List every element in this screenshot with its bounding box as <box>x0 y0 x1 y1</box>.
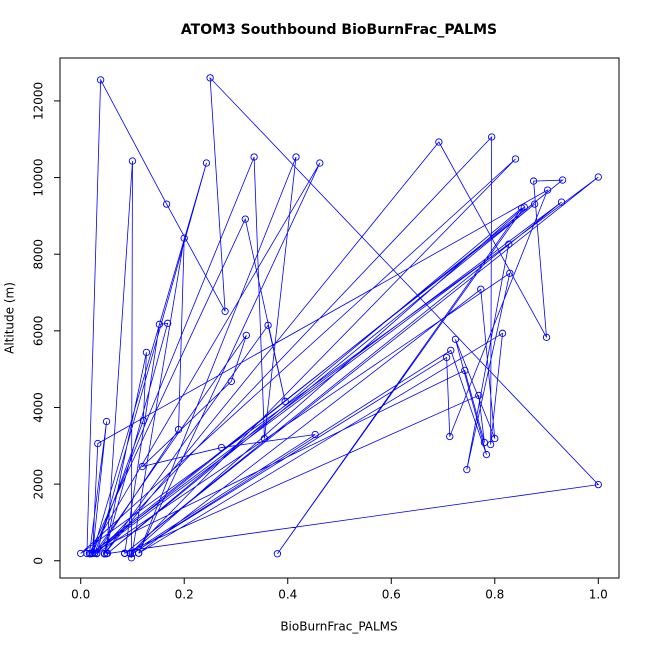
data-point <box>100 549 109 558</box>
data-point <box>461 366 469 375</box>
data-point <box>530 200 539 208</box>
x-tick-label: 0.6 <box>382 588 401 602</box>
y-tick-label: 12000 <box>32 82 46 120</box>
y-tick-label: 2000 <box>32 469 46 500</box>
data-point <box>447 346 455 355</box>
data-point <box>242 331 250 340</box>
data-point <box>94 439 102 448</box>
plot-frame <box>59 57 620 579</box>
data-point <box>217 443 226 452</box>
y-tick-label: 6000 <box>32 316 46 347</box>
data-point <box>138 462 146 471</box>
data-point <box>511 155 520 163</box>
data-point <box>435 138 443 146</box>
data-point <box>543 186 552 194</box>
x-tick-label: 0.0 <box>71 588 90 602</box>
data-point <box>463 465 471 474</box>
data-point <box>88 549 97 557</box>
data-point <box>594 480 602 489</box>
data-point <box>594 173 602 181</box>
data-point <box>475 391 483 400</box>
data-point <box>264 321 272 329</box>
data-point <box>292 153 300 161</box>
series-line <box>80 76 600 558</box>
data-point <box>227 377 235 386</box>
data-point <box>260 434 269 443</box>
data-point <box>446 432 454 441</box>
data-point <box>162 200 171 208</box>
data-point <box>491 434 499 443</box>
y-tick-label: 10000 <box>32 158 46 196</box>
x-axis-label: BioBurnFrac_PALMS <box>280 620 397 634</box>
data-point <box>142 348 151 357</box>
data-point <box>85 549 94 558</box>
data-point <box>451 335 460 343</box>
data-point <box>529 177 538 185</box>
data-point <box>498 329 507 337</box>
x-tick-label: 1.0 <box>589 588 608 602</box>
data-point <box>281 397 289 406</box>
data-point <box>557 198 566 206</box>
data-point <box>241 215 249 223</box>
data-point <box>558 176 567 184</box>
data-point <box>102 417 111 426</box>
data-point <box>250 153 258 161</box>
y-axis-label: Altitude (m) <box>3 282 17 354</box>
data-point <box>128 549 137 558</box>
data-point <box>488 133 496 141</box>
y-tick-label: 0 <box>32 557 46 565</box>
data-point <box>139 416 147 425</box>
data-point <box>206 74 214 82</box>
data-point <box>180 234 188 242</box>
data-point <box>164 319 172 327</box>
data-point <box>542 333 551 342</box>
data-point <box>202 159 211 167</box>
chart-title: ATOM3 Southbound BioBurnFrac_PALMS <box>181 22 497 38</box>
y-tick-label: 4000 <box>32 392 46 423</box>
data-point <box>311 430 319 439</box>
data-point <box>505 240 513 248</box>
data-point <box>506 269 514 277</box>
data-point <box>316 159 324 167</box>
data-point <box>477 285 485 293</box>
x-tick-label: 0.2 <box>175 588 194 602</box>
data-point <box>126 549 135 557</box>
x-tick-label: 0.4 <box>278 588 297 602</box>
data-point <box>480 438 489 447</box>
y-tick-label: 8000 <box>32 239 46 270</box>
data-point <box>174 425 183 434</box>
data-point <box>121 549 129 557</box>
data-point <box>482 450 491 459</box>
data-point <box>442 353 451 362</box>
data-point <box>221 307 229 315</box>
data-point <box>91 549 99 557</box>
data-point <box>127 554 136 562</box>
data-point <box>77 549 85 558</box>
data-point <box>96 76 105 84</box>
data-point <box>273 550 282 558</box>
data-point <box>128 157 137 165</box>
x-tick-label: 0.8 <box>485 588 504 602</box>
data-point <box>155 320 164 328</box>
data-point <box>520 203 528 211</box>
data-point <box>103 549 112 557</box>
